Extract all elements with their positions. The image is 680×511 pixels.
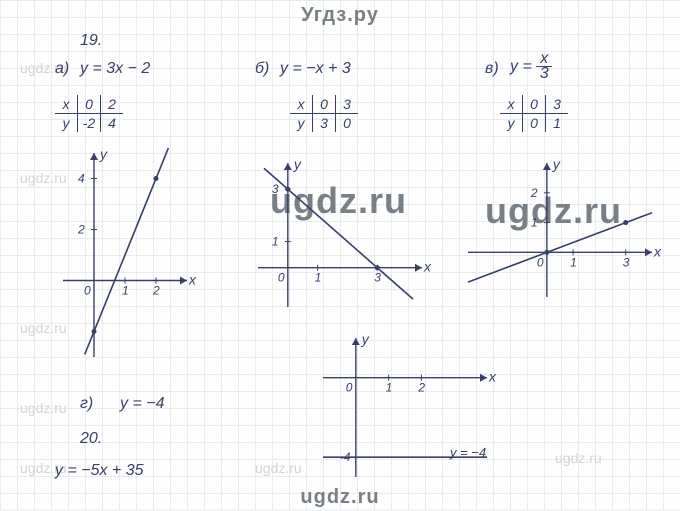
arrowhead-icon xyxy=(180,277,187,285)
problem-number-19: 19. xyxy=(80,32,102,50)
table-cell: 0 xyxy=(522,95,545,113)
tick-label: 2 xyxy=(417,381,425,395)
table-cell: x xyxy=(290,95,312,113)
part-v-eq-den: 3 xyxy=(540,67,549,81)
eq-20: y = −5x + 35 xyxy=(55,462,144,480)
data-point xyxy=(285,187,290,192)
tick-label: 2 xyxy=(152,284,160,298)
table-cell: 2 xyxy=(100,95,123,113)
part-a-label: a) xyxy=(55,60,69,78)
watermark-small-5: ugdz.ru xyxy=(255,460,302,476)
part-b-equation: y = −x + 3 xyxy=(280,60,351,78)
tick-label: 1 xyxy=(272,235,279,249)
table-cell: x xyxy=(55,95,77,113)
x-axis-label: x xyxy=(188,272,197,288)
watermark-bottom-center: ugdz.ru xyxy=(300,486,379,509)
part-g-equation: y = −4 xyxy=(120,395,164,413)
table-cell: x xyxy=(500,95,522,113)
x-axis-label: x xyxy=(423,259,432,275)
data-point xyxy=(92,329,97,334)
table-cell: y xyxy=(55,113,77,132)
table-cell: 0 xyxy=(522,113,545,132)
tick-label: 1 xyxy=(386,381,393,395)
data-point xyxy=(544,250,549,255)
y-axis-label: y xyxy=(361,331,370,347)
x-axis-label: x xyxy=(653,243,662,259)
tick-label: 1 xyxy=(531,216,538,230)
tick-label: 3 xyxy=(272,182,279,196)
tick-label: 1 xyxy=(315,271,322,285)
part-v-eq-y: y = xyxy=(510,58,532,75)
arrowhead-icon xyxy=(284,163,292,170)
watermark-top-center: Угдз.ру xyxy=(301,4,379,27)
part-b-label: б) xyxy=(255,60,269,78)
table-cell: y xyxy=(500,113,522,132)
y-axis-label: y xyxy=(293,156,302,172)
table-cell: 1 xyxy=(545,113,568,132)
part-v-table: x03 y01 xyxy=(500,95,568,132)
table-cell: 3 xyxy=(545,95,568,113)
arrowhead-icon xyxy=(415,264,422,272)
origin-label: 0 xyxy=(278,271,285,285)
watermark-small-7: ugdz.ru xyxy=(555,450,602,466)
arrowhead-icon xyxy=(480,374,487,382)
tick-label: 3 xyxy=(623,255,630,269)
table-cell: 0 xyxy=(77,95,100,113)
tick-label: 1 xyxy=(122,284,129,298)
tick-label: 2 xyxy=(77,223,85,237)
chart-g: 0xy12-4 xyxy=(315,330,495,485)
y-axis-label: y xyxy=(552,156,561,172)
chart-g-line-label: y = −4 xyxy=(450,445,486,460)
chart-b: 0 x y 1 3 1 3 xyxy=(250,155,430,315)
table-cell: 3 xyxy=(335,95,358,113)
tick-label: 3 xyxy=(374,271,381,285)
tick-label: 1 xyxy=(570,255,577,269)
data-point xyxy=(623,220,628,225)
data-point xyxy=(154,176,159,181)
part-a-equation: y = 3x − 2 xyxy=(80,60,150,78)
table-cell: 0 xyxy=(335,113,358,132)
table-cell: 3 xyxy=(312,113,335,132)
tick-label: 4 xyxy=(78,172,85,186)
arrowhead-icon xyxy=(645,248,652,256)
arrowhead-icon xyxy=(90,153,98,160)
chart-a: 0 x y 1 2 2 4 xyxy=(55,145,195,365)
table-cell: -2 xyxy=(77,113,100,132)
chart-v: 0 x y 1 3 1 2 xyxy=(460,155,660,305)
tick-label: 2 xyxy=(530,186,538,200)
table-cell: y xyxy=(290,113,312,132)
origin-label: 0 xyxy=(346,381,353,395)
part-a-table: x02 y-24 xyxy=(55,95,123,132)
y-axis-label: y xyxy=(99,146,108,162)
part-b-table: x03y30 xyxy=(290,95,358,132)
part-v-eq-num: x xyxy=(540,52,548,66)
table-cell: 4 xyxy=(100,113,123,132)
table-cell: 0 xyxy=(312,95,335,113)
watermark-small-4: ugdz.ru xyxy=(20,400,67,416)
origin-label: 0 xyxy=(84,284,91,298)
part-v-equation: y = x 3 xyxy=(510,52,552,82)
arrowhead-icon xyxy=(543,163,551,170)
data-point xyxy=(375,265,380,270)
part-v-label: в) xyxy=(485,60,499,78)
x-axis-label: x xyxy=(488,369,497,385)
arrowhead-icon xyxy=(352,338,360,345)
part-g-label: г) xyxy=(80,395,93,413)
origin-label: 0 xyxy=(537,255,544,269)
problem-number-20: 20. xyxy=(80,430,102,448)
